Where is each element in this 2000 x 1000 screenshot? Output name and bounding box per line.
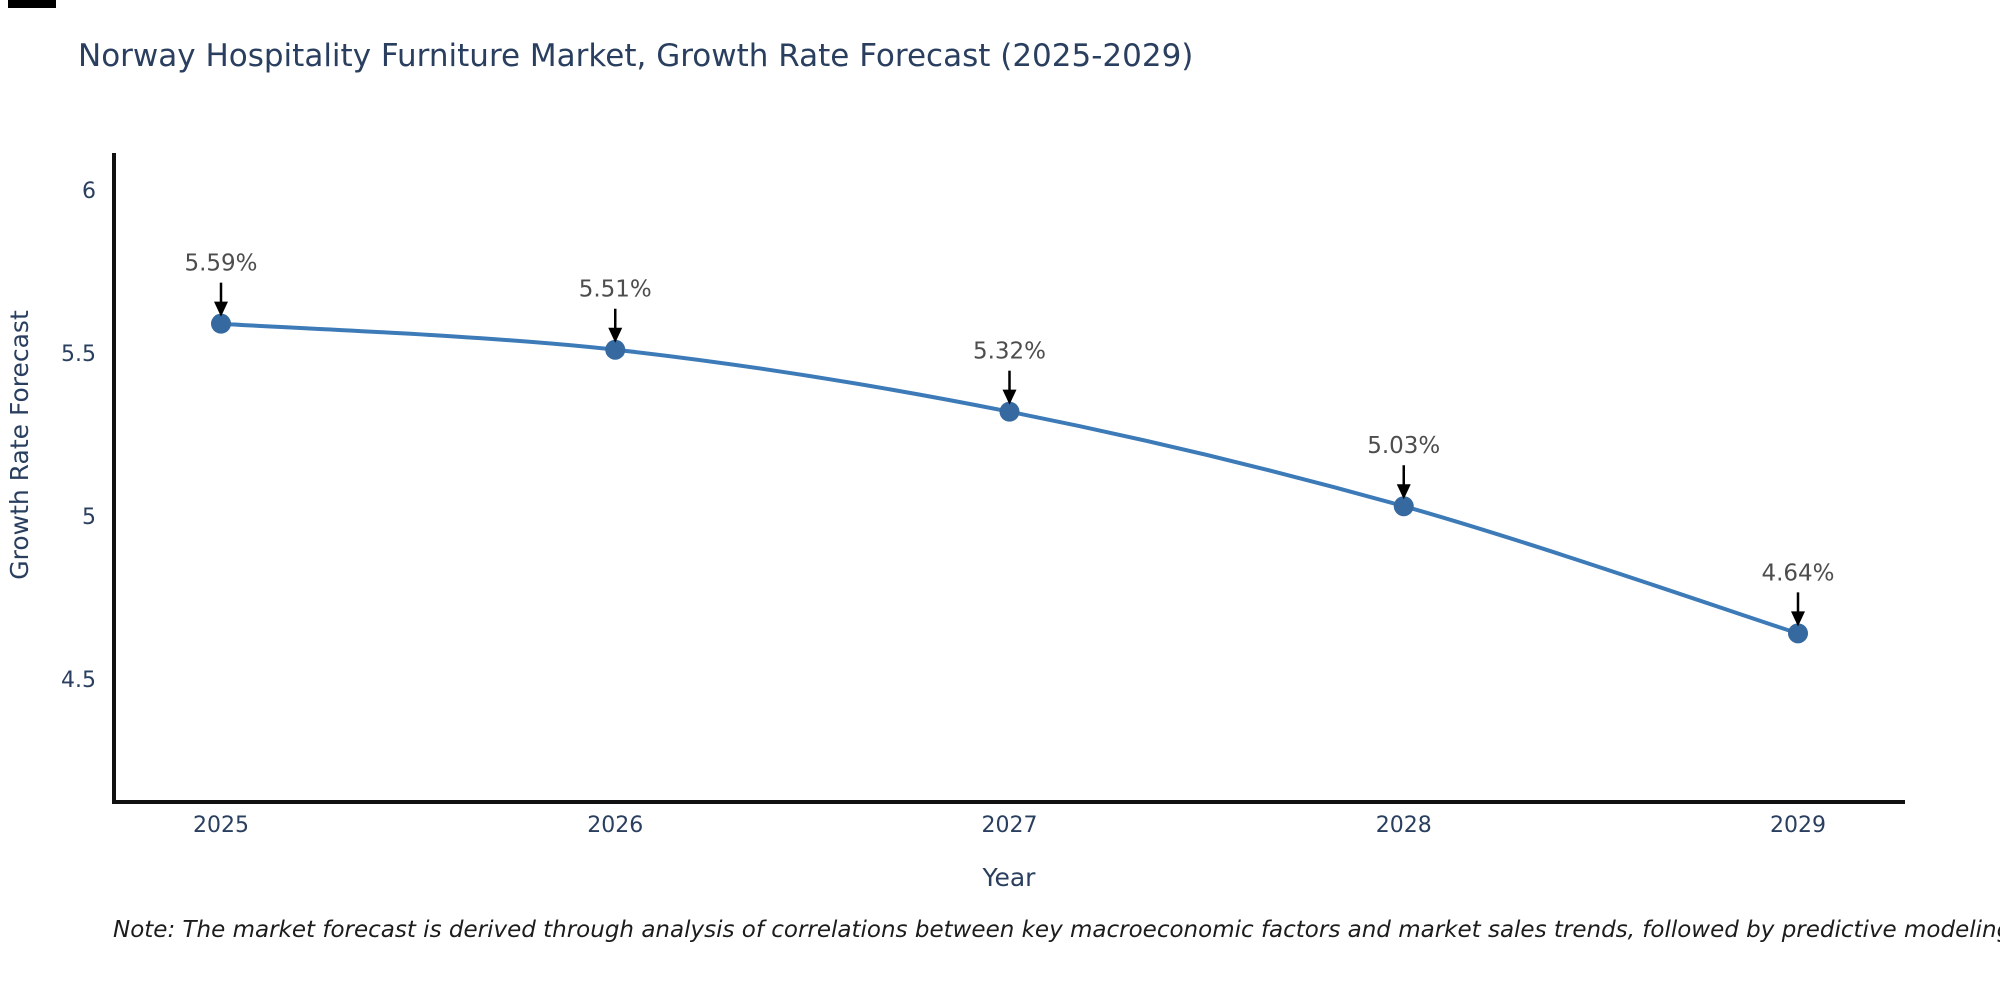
y-tick-label: 5 <box>82 505 96 530</box>
x-tick-label: 2025 <box>193 813 249 838</box>
x-tick-label: 2027 <box>982 813 1038 838</box>
forecast-line <box>219 321 1800 636</box>
footnote: Note: The market forecast is derived thr… <box>113 917 2000 943</box>
data-point-marker <box>999 401 1020 422</box>
annotation-arrowhead <box>1396 484 1411 500</box>
annotation-arrowhead <box>1791 611 1805 627</box>
data-point-marker <box>605 339 626 360</box>
x-tick-label: 2029 <box>1770 813 1826 838</box>
x-tick-label: 2026 <box>587 813 643 838</box>
data-point-marker <box>211 313 231 334</box>
chart-title: Norway Hospitality Furniture Market, Gro… <box>78 38 1194 74</box>
annotation-arrowhead <box>608 327 623 343</box>
data-point-marker <box>1788 623 1808 644</box>
y-tick-label: 4.5 <box>61 668 96 693</box>
y-tick-label: 5.5 <box>61 342 96 367</box>
data-point-label: 5.32% <box>973 339 1046 365</box>
top-left-screen-artifact <box>8 0 56 8</box>
data-point-label: 5.51% <box>579 277 652 303</box>
data-point-label: 5.59% <box>184 251 257 277</box>
annotation-arrowhead <box>1002 389 1017 405</box>
x-tick-label: 2028 <box>1376 813 1432 838</box>
annotation-arrowhead <box>214 301 228 317</box>
data-point-marker <box>1393 496 1414 517</box>
y-tick-label: 6 <box>82 179 96 204</box>
y-axis-title: Growth Rate Forecast <box>5 310 34 580</box>
data-point-label: 5.03% <box>1367 433 1440 459</box>
x-axis-title: Year <box>982 863 1037 892</box>
data-point-label: 4.64% <box>1761 560 1834 586</box>
